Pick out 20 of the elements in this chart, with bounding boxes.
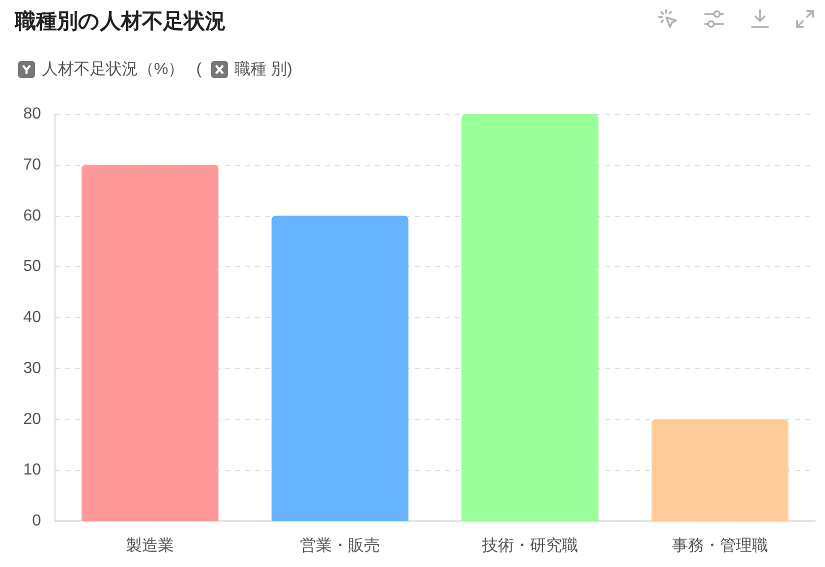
chart-title: 職種別の人材不足状況 bbox=[15, 9, 226, 35]
x-tick-label: 技術・研究職 bbox=[481, 536, 578, 554]
y-tick-label: 50 bbox=[23, 258, 42, 276]
x-tick-label: 製造業 bbox=[126, 536, 174, 554]
text: (職種 別) bbox=[196, 60, 292, 78]
y-tick-label: 0 bbox=[32, 512, 42, 530]
y-tick-label: 30 bbox=[23, 360, 42, 377]
bar bbox=[272, 216, 408, 521]
bar bbox=[652, 419, 788, 521]
y-axis-title: 人材不足状況（%） bbox=[42, 60, 184, 80]
y-tick-label: 70 bbox=[23, 156, 42, 174]
bar bbox=[82, 164, 218, 521]
y-tick-label: 40 bbox=[23, 309, 42, 326]
y-tick-label: 80 bbox=[23, 106, 42, 122]
y-tick-label: 10 bbox=[23, 462, 42, 479]
x-tick-label: 事務・管理職 bbox=[672, 536, 768, 554]
y-tick-label: 60 bbox=[23, 207, 42, 224]
y-tick-label: 20 bbox=[23, 410, 42, 428]
bar bbox=[462, 114, 598, 521]
x-tick-label: 営業・販売 bbox=[300, 536, 380, 554]
